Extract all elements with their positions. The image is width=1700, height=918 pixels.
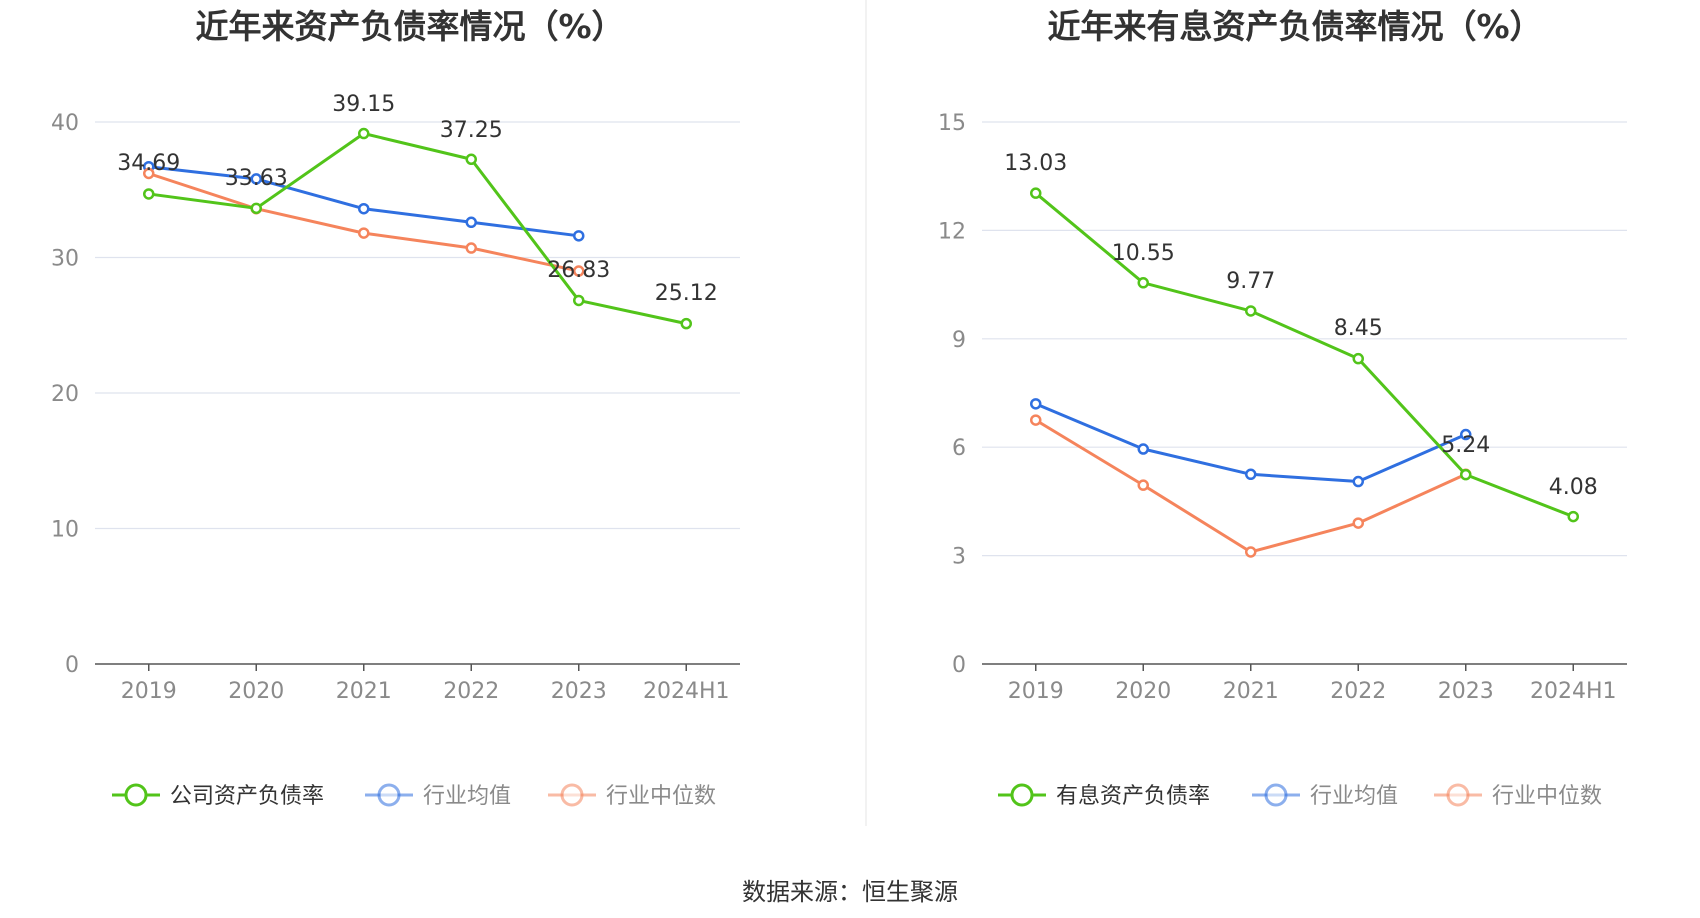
legend-item-company[interactable]: 公司资产负债率 [112, 783, 324, 809]
data-point-company[interactable] [1460, 468, 1472, 481]
legend-item-median[interactable]: 行业中位数 [1434, 783, 1602, 809]
series-line-median [1034, 418, 1467, 554]
legend-item-median[interactable]: 行业中位数 [548, 783, 716, 809]
series-line-company [1034, 192, 1574, 518]
data-point-median[interactable] [1245, 546, 1257, 558]
data-point-median[interactable] [1352, 517, 1364, 529]
x-tick-label: 2021 [336, 679, 392, 704]
x-tick-label: 2022 [443, 679, 499, 704]
data-label: 9.77 [1226, 269, 1275, 294]
legend-label: 行业中位数 [606, 784, 716, 809]
y-tick-label: 20 [51, 382, 79, 407]
data-point-average[interactable] [573, 230, 585, 242]
data-point-company[interactable] [1030, 187, 1042, 199]
data-point-median[interactable] [358, 227, 370, 239]
data-label: 26.83 [547, 258, 610, 283]
data-label: 33.63 [225, 166, 288, 191]
data-point-average[interactable] [1352, 475, 1364, 488]
data-point-company[interactable] [1567, 510, 1579, 523]
y-tick-label: 6 [952, 436, 966, 461]
x-tick-label: 2019 [1008, 679, 1064, 704]
chart-title: 近年来资产负债率情况（%） [195, 7, 624, 46]
x-tick-label: 2021 [1223, 679, 1279, 704]
data-label: 8.45 [1334, 316, 1383, 341]
legend-marker-icon [560, 783, 584, 807]
legend-item-average[interactable]: 行业均值 [365, 783, 511, 809]
data-point-company[interactable] [1245, 305, 1257, 317]
legend-item-average[interactable]: 行业均值 [1252, 783, 1398, 809]
data-label: 13.03 [1004, 151, 1067, 176]
legend-item-company[interactable]: 有息资产负债率 [998, 783, 1210, 809]
data-point-average[interactable] [465, 216, 477, 229]
y-tick-label: 3 [952, 545, 966, 570]
legend-marker-icon [1010, 783, 1034, 807]
data-point-company[interactable] [1352, 352, 1364, 365]
legend-label: 有息资产负债率 [1056, 784, 1210, 809]
y-tick-label: 9 [952, 328, 966, 353]
data-label: 25.12 [655, 281, 718, 306]
x-tick-label: 2019 [121, 679, 177, 704]
data-point-company[interactable] [573, 294, 585, 307]
data-point-median[interactable] [1030, 414, 1042, 426]
data-point-company[interactable] [250, 202, 262, 215]
data-point-median[interactable] [465, 242, 477, 254]
x-tick-label: 2020 [228, 679, 284, 704]
data-point-average[interactable] [1245, 468, 1257, 481]
data-label: 39.15 [332, 92, 395, 117]
y-tick-label: 30 [51, 247, 79, 272]
data-point-company[interactable] [680, 317, 692, 330]
y-tick-label: 10 [51, 518, 79, 543]
legend-marker-icon [124, 783, 148, 807]
x-tick-label: 2020 [1115, 679, 1171, 704]
legend-marker-icon [1264, 783, 1288, 807]
data-label: 4.08 [1549, 475, 1598, 500]
x-tick-label: 2023 [551, 679, 607, 704]
series-line-company [148, 132, 687, 326]
y-tick-label: 40 [51, 111, 79, 136]
y-tick-label: 0 [952, 653, 966, 678]
data-label: 10.55 [1112, 241, 1175, 266]
legend-label: 公司资产负债率 [170, 784, 324, 809]
data-point-median[interactable] [1137, 479, 1149, 491]
debt-ratio-chart: 近年来资产负债率情况（%） 0 10 20 30 40 2019 2020 2021 2022 20… [51, 7, 740, 809]
x-tick-label: 2022 [1330, 679, 1386, 704]
series-line-median [148, 172, 580, 273]
data-label: 5.24 [1441, 433, 1490, 458]
legend-label: 行业均值 [423, 784, 511, 809]
data-point-company[interactable] [465, 153, 477, 166]
x-tick-label: 2024H1 [643, 679, 730, 704]
source-note: 数据来源：恒生聚源 [742, 878, 958, 906]
data-label: 34.69 [117, 151, 180, 176]
data-point-company[interactable] [1137, 277, 1149, 289]
data-label: 37.25 [440, 118, 503, 143]
interest-debt-ratio-chart: 近年来有息资产负债率情况（%） 0 3 6 9 12 15 2019 2020 2021 2022 2… [938, 7, 1627, 809]
legend-label: 行业中位数 [1492, 784, 1602, 809]
data-point-average[interactable] [1030, 398, 1042, 410]
data-point-median[interactable] [573, 265, 585, 277]
y-tick-label: 0 [65, 653, 79, 678]
x-tick-label: 2024H1 [1530, 679, 1617, 704]
data-point-average[interactable] [1460, 428, 1472, 441]
legend-marker-icon [1446, 783, 1470, 807]
legend-marker-icon [377, 783, 401, 807]
data-point-median[interactable] [143, 167, 155, 180]
data-point-average[interactable] [358, 202, 370, 215]
data-point-company[interactable] [358, 127, 370, 140]
x-tick-label: 2023 [1438, 679, 1494, 704]
y-tick-label: 15 [938, 111, 966, 136]
chart-title: 近年来有息资产负债率情况（%） [1047, 7, 1542, 46]
data-point-average[interactable] [1137, 443, 1149, 455]
y-tick-label: 12 [938, 219, 966, 244]
data-point-average[interactable] [250, 173, 262, 185]
data-point-company[interactable] [143, 188, 155, 200]
legend-label: 行业均值 [1310, 784, 1398, 809]
